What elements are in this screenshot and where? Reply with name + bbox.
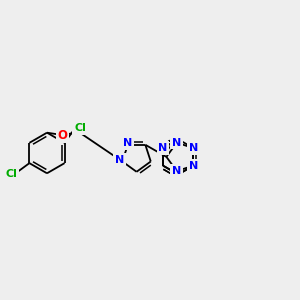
Text: N: N bbox=[189, 160, 198, 171]
Text: N: N bbox=[172, 138, 182, 148]
Text: N: N bbox=[115, 155, 124, 165]
Text: N: N bbox=[189, 143, 198, 153]
Text: Cl: Cl bbox=[5, 169, 17, 179]
Text: Cl: Cl bbox=[74, 123, 86, 133]
Text: N: N bbox=[158, 143, 168, 153]
Text: O: O bbox=[58, 129, 68, 142]
Text: N: N bbox=[172, 166, 182, 176]
Text: N: N bbox=[123, 138, 132, 148]
